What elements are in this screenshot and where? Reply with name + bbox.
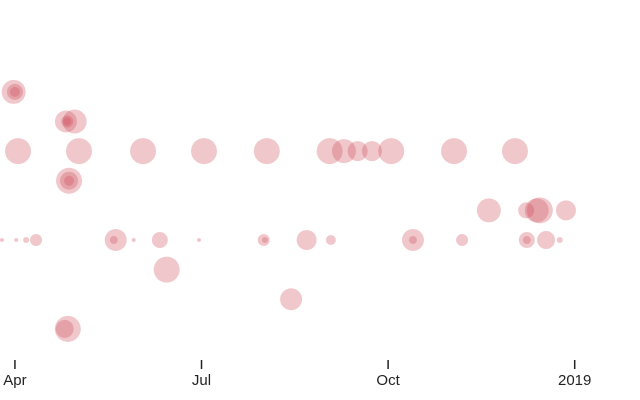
- x-tick-label: Apr: [3, 372, 26, 389]
- bubble: [54, 110, 77, 133]
- bubble: [60, 171, 79, 190]
- bubble: [401, 229, 424, 251]
- bubble: [347, 141, 368, 162]
- bubble: [518, 202, 535, 219]
- bubble: [257, 234, 270, 246]
- x-tick-label: 2019: [558, 372, 591, 389]
- bubble: [62, 109, 87, 134]
- bubble: [5, 138, 32, 165]
- bubble: [56, 167, 83, 194]
- bubble: [331, 139, 356, 164]
- bubble: [14, 238, 19, 242]
- bubble: [64, 175, 75, 186]
- bubble: [151, 232, 168, 248]
- bubble: [63, 117, 72, 126]
- bubble: [55, 319, 74, 338]
- bubble: [408, 236, 417, 244]
- bubble: [30, 234, 43, 246]
- bubble: [54, 315, 81, 342]
- bubble: [456, 234, 469, 246]
- bubble: [0, 238, 4, 242]
- bubble: [261, 237, 268, 243]
- bubble: [9, 86, 20, 97]
- bubble: [555, 200, 576, 221]
- bubble: [526, 197, 553, 224]
- bubble: [23, 237, 30, 243]
- bubble: [104, 229, 127, 251]
- bubble: [1, 79, 26, 104]
- bubble: [501, 138, 528, 165]
- bubble: [524, 198, 549, 223]
- x-tick-label: Jul: [192, 372, 211, 389]
- bubble: [130, 138, 157, 165]
- bubble: [65, 138, 92, 165]
- bubble: [441, 138, 468, 165]
- bubble: [476, 198, 501, 223]
- bubble: [191, 138, 218, 165]
- bubble: [378, 138, 405, 165]
- bubble: [537, 231, 556, 249]
- bubble: [253, 138, 280, 165]
- bubble: [6, 83, 23, 100]
- bubble: [556, 237, 563, 243]
- bubble: [153, 256, 180, 283]
- x-tick-label: Oct: [376, 372, 400, 389]
- bubble: [316, 138, 343, 165]
- bubble: [280, 288, 303, 311]
- bubble: [296, 230, 317, 250]
- bubble: [197, 238, 202, 242]
- bubble: [109, 236, 118, 244]
- bubble: [325, 235, 336, 245]
- bubble: [522, 236, 531, 244]
- bubble: [518, 232, 535, 248]
- bubble: [61, 115, 74, 128]
- bubble: [131, 238, 136, 242]
- bubble: [361, 141, 382, 162]
